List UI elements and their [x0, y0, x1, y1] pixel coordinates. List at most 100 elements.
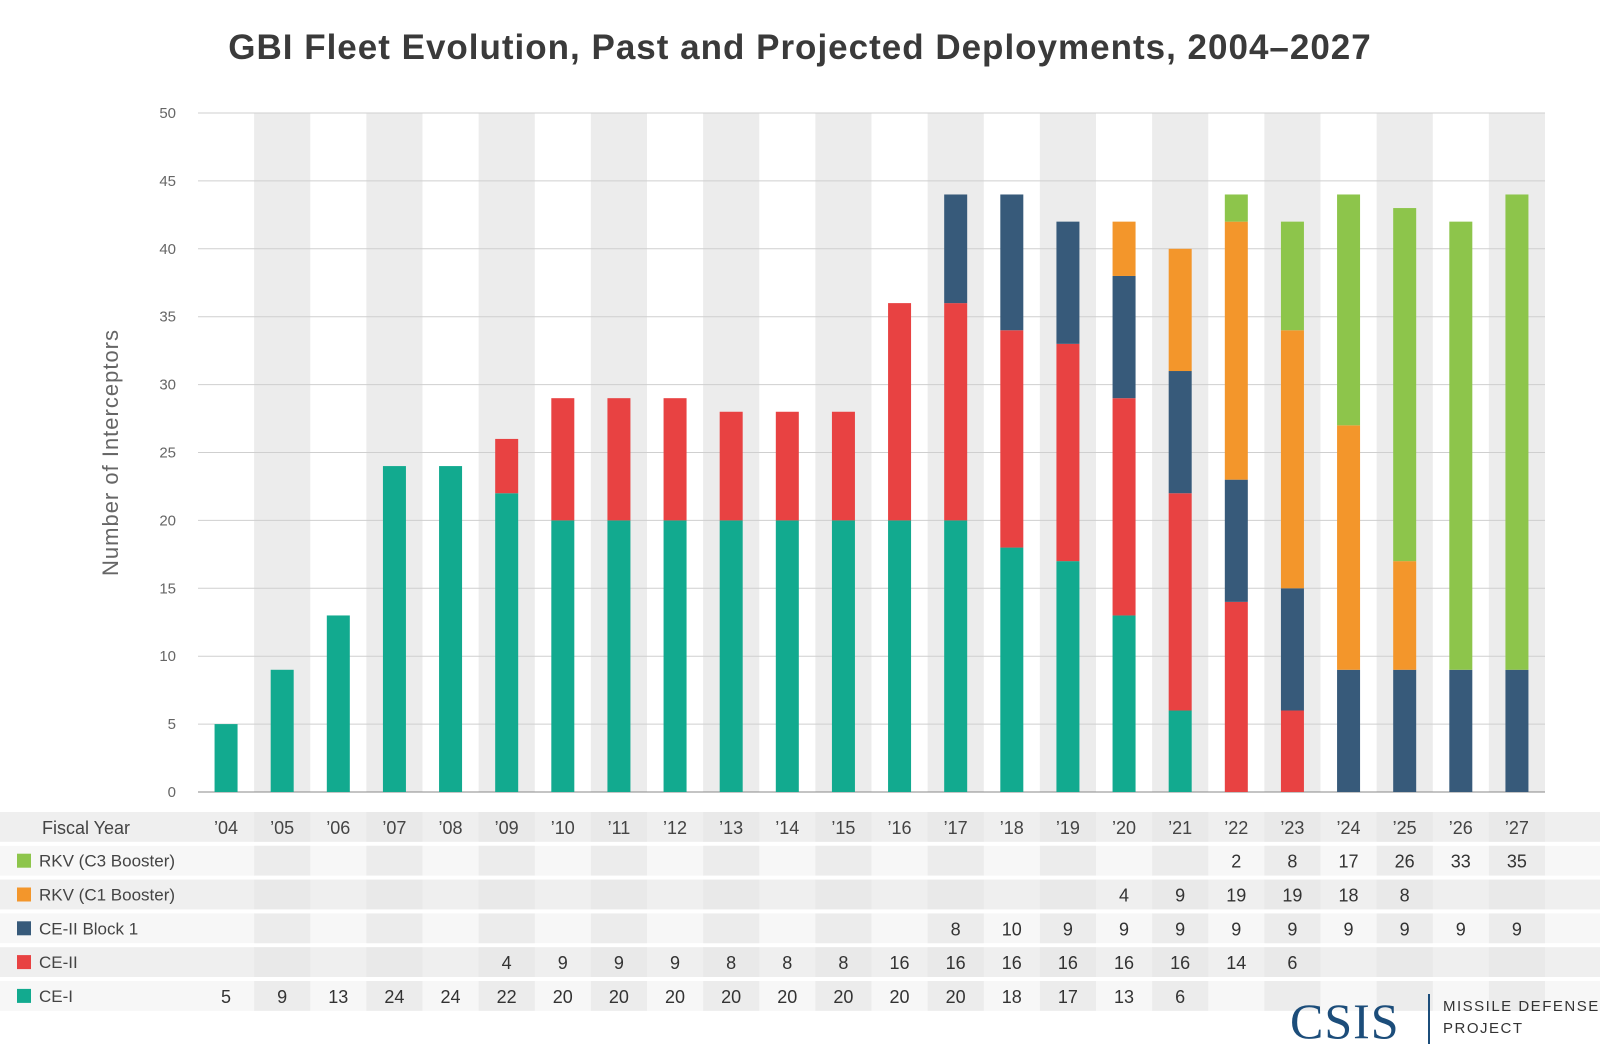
table-column-band [1152, 812, 1209, 842]
bar-ce-ii-block-1 [1449, 669, 1473, 792]
data-label: 18 [1339, 886, 1359, 906]
table-column-band [703, 845, 760, 876]
table-column-band [478, 947, 535, 977]
data-label: 9 [1231, 919, 1241, 939]
table-column-band [1376, 812, 1433, 842]
legend-swatch [17, 988, 31, 1003]
data-label: 8 [951, 919, 961, 939]
data-label: 8 [838, 953, 848, 973]
table-column-band [815, 981, 872, 1011]
table-column-band [703, 981, 760, 1011]
table-column-band [366, 812, 423, 842]
fiscal-year-label: Fiscal Year [42, 818, 130, 838]
y-tick-label: 0 [168, 784, 176, 801]
x-tick-label: ’26 [1449, 818, 1473, 838]
table-column-band [1152, 913, 1209, 944]
x-tick-label: ’25 [1393, 818, 1417, 838]
table-column-band [1264, 845, 1321, 876]
table-column-band [254, 845, 311, 876]
table-column-band [478, 845, 535, 876]
table-column-band [1488, 913, 1545, 944]
data-label: 5 [221, 987, 231, 1007]
bar-ce-i [607, 520, 631, 792]
bar-ce-ii [1056, 343, 1080, 562]
bar-rkv-c3-booster [1224, 194, 1248, 222]
bar-ce-i [1112, 615, 1136, 792]
y-tick-label: 5 [168, 716, 176, 733]
data-label: 19 [1282, 886, 1302, 906]
legend-label: RKV (C3 Booster) [39, 852, 175, 871]
table-column-band [366, 981, 423, 1011]
y-tick-label: 45 [159, 173, 176, 190]
table-column-band [815, 913, 872, 944]
table-row-stripe [0, 947, 1600, 977]
x-tick-label: ’04 [214, 818, 238, 838]
table-column-band [478, 913, 535, 944]
y-tick-label: 50 [159, 105, 176, 122]
bar-ce-ii-block-1 [1112, 275, 1136, 399]
bar-rkv-c1-booster [1337, 425, 1361, 670]
data-label: 9 [1344, 919, 1354, 939]
x-tick-label: ’07 [382, 818, 406, 838]
table-column-band [590, 812, 647, 842]
bar-rkv-c1-booster [1280, 330, 1304, 589]
data-label: 16 [1114, 953, 1134, 973]
data-label: 6 [1287, 953, 1297, 973]
data-label: 4 [1119, 886, 1129, 906]
table-column-band [927, 981, 984, 1011]
bar-ce-ii [1000, 330, 1024, 548]
data-label: 17 [1058, 987, 1078, 1007]
bar-ce-ii-block-1 [1224, 479, 1248, 602]
data-label: 14 [1226, 953, 1246, 973]
data-table: Fiscal Year ’04 ’05 ’06 ’07 ’08 ’09 ’10 ’11 ’12 ’1… [0, 812, 1600, 1011]
bar-ce-i [663, 520, 687, 792]
table-column-band [254, 879, 311, 910]
x-tick-label: ’12 [663, 818, 687, 838]
table-column-band [254, 981, 311, 1011]
bar-rkv-c3-booster [1280, 221, 1304, 331]
table-column-band [1039, 981, 1096, 1011]
table-column-band [1152, 947, 1209, 977]
bar-ce-i [944, 520, 968, 792]
table-column-band [927, 879, 984, 910]
x-tick-label: ’08 [439, 818, 463, 838]
table-column-band [815, 947, 872, 977]
data-label: 20 [665, 987, 685, 1007]
bar-rkv-c1-booster [1168, 248, 1192, 372]
bar-ce-i [1168, 710, 1192, 792]
data-label: 16 [890, 953, 910, 973]
table-column-band [590, 913, 647, 944]
table-column-band [1376, 845, 1433, 876]
data-label: 9 [614, 953, 624, 973]
table-column-band [1264, 981, 1321, 1011]
table-column-band [703, 879, 760, 910]
legend-label: CE-II Block 1 [39, 919, 138, 938]
data-label: 8 [1287, 852, 1297, 872]
table-column-band [1039, 845, 1096, 876]
bar-ce-ii [1224, 601, 1248, 792]
x-tick-label: ’21 [1168, 818, 1192, 838]
y-tick-label: 40 [159, 241, 176, 258]
bar-rkv-c3-booster [1449, 221, 1473, 670]
table-column-band [1039, 812, 1096, 842]
data-label: 8 [1400, 886, 1410, 906]
table-column-band [703, 913, 760, 944]
bar-ce-i [439, 466, 463, 792]
y-tick-label: 20 [159, 512, 176, 529]
data-label: 35 [1507, 852, 1527, 872]
table-column-band [366, 947, 423, 977]
y-tick-label: 15 [159, 580, 176, 597]
legend-label: CE-II [39, 953, 78, 972]
data-label: 4 [502, 953, 512, 973]
table-column-band [1488, 812, 1545, 842]
data-label: 6 [1175, 987, 1185, 1007]
data-label: 9 [1287, 919, 1297, 939]
logo-subtitle-line2: PROJECT [1443, 1020, 1524, 1037]
legend-label: RKV (C1 Booster) [39, 886, 175, 905]
table-column-band [1152, 879, 1209, 910]
table-column-band [1264, 879, 1321, 910]
data-label: 16 [1002, 953, 1022, 973]
data-label: 10 [1002, 919, 1022, 939]
table-column-band [1152, 981, 1209, 1011]
